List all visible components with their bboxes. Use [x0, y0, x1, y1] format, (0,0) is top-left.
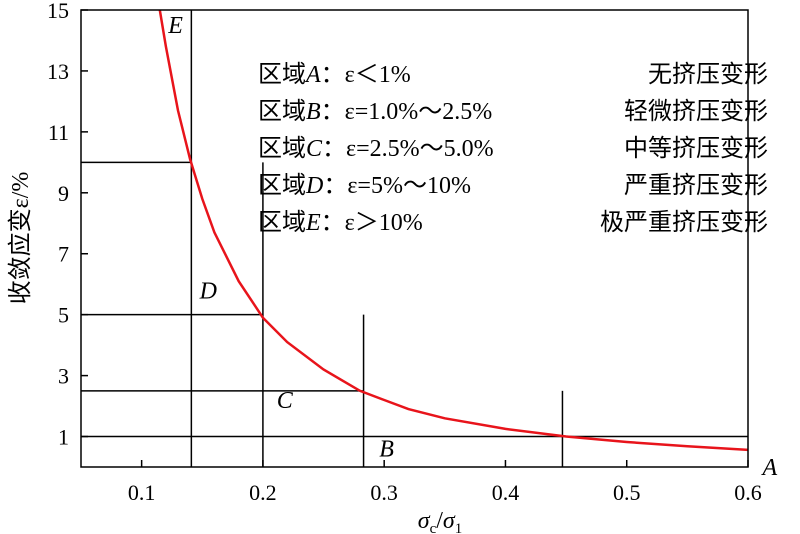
legend-description-e: 极严重挤压变形 [600, 209, 768, 236]
legend-prefix: 区域 [258, 172, 306, 199]
legend-prefix: 区域 [258, 98, 306, 125]
convergence-curve [158, 9, 749, 452]
y-axis-title: 收敛应变ε/% [7, 172, 34, 305]
legend-row-e: 区域E：ε＞10% [258, 209, 423, 236]
region-label-a: A [760, 455, 777, 481]
legend-description-a: 无挤压变形 [648, 61, 768, 88]
x-tick-label: 0.2 [249, 480, 277, 505]
y-tick-label: 5 [58, 303, 69, 328]
region-label-b: B [379, 437, 394, 463]
y-tick-label: 13 [47, 59, 69, 84]
legend-row-b: 区域B：ε=1.0%～2.5% [258, 98, 492, 125]
y-tick-label: 11 [48, 120, 69, 145]
x-tick-label: 0.1 [128, 480, 156, 505]
legend-row-a: 区域A：ε＜1% [258, 61, 411, 88]
legend-description-d: 严重挤压变形 [624, 172, 768, 199]
x-tick-label: 0.4 [492, 480, 520, 505]
region-label-d: D [199, 278, 217, 304]
legend-prefix: 区域 [258, 61, 306, 88]
legend-region: A [304, 62, 321, 88]
legend-prefix: 区域 [258, 135, 306, 162]
legend-rule: ：ε=1.0%～2.5% [321, 99, 493, 125]
legend-rule: ：ε=2.5%～5.0% [322, 136, 494, 162]
y-tick-label: 3 [58, 364, 69, 389]
region-boundary-lines [81, 10, 748, 467]
legend-row-c: 区域C：ε=2.5%～5.0% [258, 135, 494, 162]
legend-row-d: 区域D：ε=5%～10% [258, 172, 471, 199]
x-axis: 0.1 0.2 0.3 0.4 0.5 0.6 [128, 460, 762, 505]
x-tick-label: 0.6 [734, 480, 762, 505]
legend-region: E [305, 210, 321, 236]
y-tick-label: 9 [58, 181, 69, 206]
region-label-c: C [277, 388, 294, 414]
legend-rule: ：ε＞10% [321, 210, 423, 236]
region-label-e: E [167, 13, 183, 39]
legend-description-c: 中等挤压变形 [624, 135, 768, 162]
legend-region: C [306, 136, 323, 162]
y-tick-label: 15 [47, 0, 69, 23]
plot-frame [80, 9, 749, 468]
legend-rule: ：ε＜1% [321, 62, 411, 88]
y-tick-label: 1 [58, 425, 69, 450]
legend-prefix: 区域 [258, 209, 306, 236]
legend-description-b: 轻微挤压变形 [624, 98, 768, 125]
x-tick-label: 0.3 [370, 480, 398, 505]
x-axis-title: σc/σ1 [418, 508, 463, 534]
legend-region: D [305, 173, 323, 199]
legend-rule: ：ε=5%～10% [323, 173, 471, 199]
legend-region: B [306, 99, 321, 125]
x-tick-label: 0.5 [613, 480, 641, 505]
y-tick-label: 7 [58, 242, 69, 267]
